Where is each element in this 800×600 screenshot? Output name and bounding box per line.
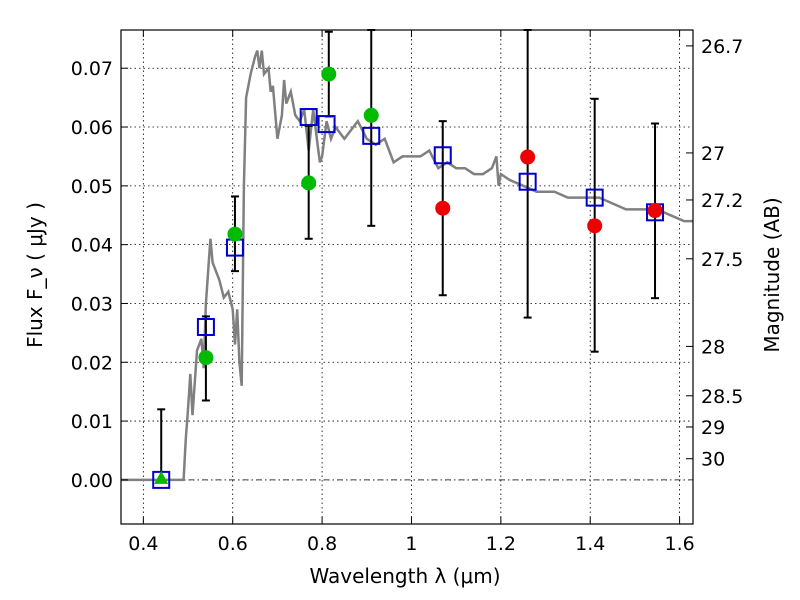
x-tick-label: 1.6 bbox=[664, 533, 694, 555]
measurement-point bbox=[520, 149, 536, 165]
y-axis-label: Flux F_ν ( μJy ) bbox=[23, 202, 47, 348]
x-tick-label: 1.4 bbox=[575, 533, 605, 555]
x-axis-ticks: 0.4 0.6 0.8 1 1.2 1.4 1.6 bbox=[128, 30, 695, 555]
model-square-marker bbox=[433, 146, 452, 165]
x-tick-label: 0.6 bbox=[218, 533, 248, 555]
right-tick-label: 30 bbox=[701, 449, 725, 471]
right-axis-label: Magnitude (AB) bbox=[760, 197, 784, 352]
right-tick-label: 28.5 bbox=[701, 386, 743, 408]
y-tick-label: 0.01 bbox=[71, 411, 113, 433]
x-axis-label: Wavelength λ (μm) bbox=[309, 564, 500, 588]
model-square-marker bbox=[299, 108, 318, 127]
model-square-marker bbox=[362, 126, 381, 145]
right-tick-label: 29 bbox=[701, 417, 725, 439]
x-tick-label: 0.8 bbox=[307, 533, 337, 555]
y-tick-label: 0.05 bbox=[71, 176, 113, 198]
right-tick-label: 28 bbox=[701, 336, 725, 358]
measurement-point bbox=[587, 218, 603, 234]
model-square-marker bbox=[196, 317, 215, 336]
measurement-point bbox=[435, 200, 451, 216]
measurement-point bbox=[301, 175, 317, 191]
y-tick-label: 0.03 bbox=[71, 293, 113, 315]
right-axis-ticks: 26.7 27 27.2 27.5 28 28.5 29 30 bbox=[686, 36, 743, 471]
model-spectrum-line bbox=[121, 50, 693, 482]
right-tick-label: 27.5 bbox=[701, 249, 743, 271]
right-tick-label: 26.7 bbox=[701, 36, 743, 58]
measurement-point bbox=[227, 226, 243, 242]
measurement-point bbox=[321, 66, 337, 82]
x-tick-label: 0.4 bbox=[128, 533, 158, 555]
measurement-point bbox=[198, 350, 214, 366]
x-tick-label: 1.2 bbox=[486, 533, 516, 555]
right-tick-label: 27.2 bbox=[701, 190, 743, 212]
y-axis-ticks: 0.00 0.01 0.02 0.03 0.04 0.05 0.06 0.07 bbox=[71, 58, 128, 492]
model-square-marker bbox=[317, 115, 336, 134]
measurement-point bbox=[363, 107, 379, 123]
model-square-marker bbox=[518, 172, 537, 191]
y-tick-label: 0.02 bbox=[71, 352, 113, 374]
y-tick-label: 0.00 bbox=[71, 470, 113, 492]
data-markers bbox=[152, 66, 665, 489]
right-tick-label: 27 bbox=[701, 143, 725, 165]
upper-limit-marker bbox=[154, 470, 169, 484]
x-tick-label: 1 bbox=[405, 533, 417, 555]
y-tick-label: 0.06 bbox=[71, 117, 113, 139]
y-tick-label: 0.04 bbox=[71, 235, 113, 257]
plot-area bbox=[121, 29, 693, 489]
model-square-marker bbox=[585, 188, 604, 207]
y-tick-label: 0.07 bbox=[71, 58, 113, 80]
measurement-point bbox=[647, 203, 663, 219]
plot-frame bbox=[120, 29, 694, 525]
